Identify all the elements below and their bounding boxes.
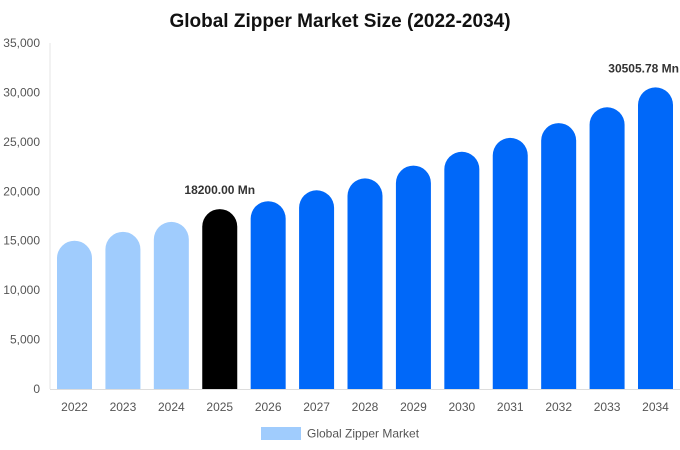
x-tick-label: 2034	[642, 400, 669, 414]
y-tick-label: 5,000	[10, 333, 40, 347]
y-tick-label: 20,000	[3, 184, 40, 198]
x-tick-label: 2023	[110, 400, 137, 414]
legend-label: Global Zipper Market	[307, 427, 420, 441]
x-tick-label: 2033	[594, 400, 621, 414]
x-tick-label: 2022	[61, 400, 88, 414]
bar-2026[interactable]	[250, 201, 286, 389]
bar-2023[interactable]	[105, 231, 141, 389]
bars	[57, 87, 673, 389]
y-tick-label: 15,000	[3, 234, 40, 248]
y-tick-label: 10,000	[3, 283, 40, 297]
bar-2030[interactable]	[444, 151, 480, 389]
bar-2022[interactable]	[57, 240, 92, 389]
bar-2027[interactable]	[299, 190, 335, 389]
x-tick-label: 2024	[158, 400, 185, 414]
data-label-2034: 30505.78 Mn	[608, 61, 679, 75]
legend-swatch	[261, 427, 301, 440]
x-tick-label: 2031	[497, 400, 524, 414]
x-tick-label: 2032	[545, 400, 572, 414]
bar-2025[interactable]	[202, 209, 238, 389]
legend[interactable]: Global Zipper Market	[261, 427, 420, 441]
data-labels: 18200.00 Mn 30505.78 Mn	[184, 61, 679, 197]
bar-2029[interactable]	[395, 165, 431, 389]
bar-2028[interactable]	[347, 178, 383, 389]
y-tick-label: 25,000	[3, 135, 40, 149]
x-axis-ticks: 2022 2023 2024 2025 2026 2027 2028 2029 2030 2031…	[61, 400, 669, 414]
x-tick-label: 2028	[352, 400, 379, 414]
bar-2031[interactable]	[492, 137, 528, 389]
x-tick-label: 2025	[206, 400, 233, 414]
x-tick-label: 2027	[303, 400, 330, 414]
bar-2032[interactable]	[541, 123, 577, 389]
bar-2024[interactable]	[153, 221, 189, 389]
chart-title: Global Zipper Market Size (2022-2034)	[169, 11, 510, 32]
x-tick-label: 2029	[400, 400, 427, 414]
x-tick-label: 2026	[255, 400, 282, 414]
bar-2034[interactable]	[638, 87, 673, 389]
data-label-2025: 18200.00 Mn	[184, 183, 255, 197]
y-tick-label: 35,000	[3, 36, 40, 50]
y-axis-ticks: 0 5,000 10,000 15,000 20,000 25,000 30,000 35,0…	[3, 36, 40, 396]
x-tick-label: 2030	[448, 400, 475, 414]
bar-2033[interactable]	[589, 107, 625, 389]
y-tick-label: 0	[33, 382, 40, 396]
y-tick-label: 30,000	[3, 85, 40, 99]
